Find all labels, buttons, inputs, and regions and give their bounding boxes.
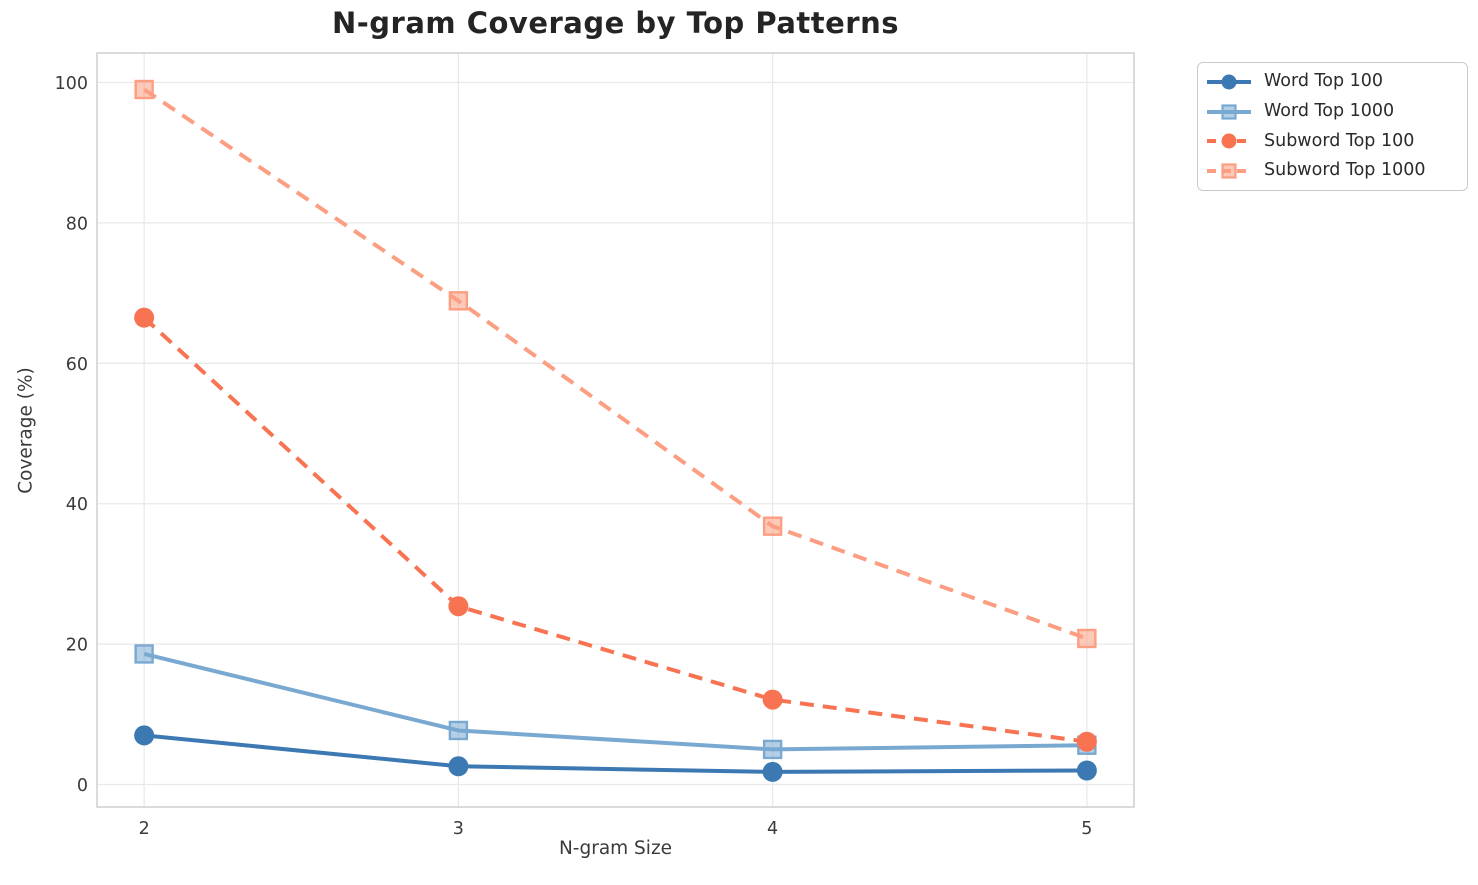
legend-item-subword-top-1000: Subword Top 1000	[1205, 156, 1457, 186]
legend-sample-word-top-1000	[1207, 104, 1251, 120]
y-tick-label: 0	[77, 776, 88, 796]
series-line-word-top-1000	[143, 652, 1087, 752]
legend-item-subword-top-100: Subword Top 100	[1205, 127, 1457, 157]
series-line-subword-top-1000	[143, 87, 1088, 641]
x-tick-label: 4	[767, 819, 778, 839]
y-tick-label: 40	[66, 495, 88, 515]
x-tick-label: 5	[1081, 819, 1092, 839]
series-subword-top-1000-marker-square	[1077, 628, 1097, 649]
legend-marker-circle	[1221, 74, 1237, 90]
x-tick-label: 3	[453, 819, 464, 839]
legend-label: Subword Top 100	[1264, 130, 1415, 151]
legend-marker-square	[1221, 104, 1237, 120]
series-subword-top-1000-marker-square	[134, 79, 154, 100]
series-subword-top-100-marker-circle	[134, 307, 155, 328]
legend-item-word-top-100: Word Top 100	[1205, 67, 1457, 97]
series-subword-top-1000-marker-square	[762, 516, 783, 536]
legend-label: Word Top 100	[1264, 71, 1384, 92]
x-axis-label: N-gram Size	[558, 838, 673, 859]
legend-label: Word Top 1000	[1264, 100, 1395, 121]
legend-sample-subword-top-100	[1207, 133, 1251, 149]
legend: Word Top 100 Word Top 1000 Subword Top 100…	[1197, 62, 1468, 191]
series-subword-top-100-marker-circle	[448, 596, 469, 617]
series-subword-top-1000-marker-square	[448, 291, 469, 311]
series-line-subword-top-100	[142, 316, 1088, 744]
legend-marker-square	[1221, 163, 1237, 179]
y-tick-label: 80	[66, 214, 88, 234]
series-word-top-100-marker-circle	[1076, 760, 1097, 781]
series-subword-top-100-marker-circle	[1076, 731, 1097, 752]
y-tick-label: 60	[66, 355, 88, 375]
series-word-top-100-marker-circle	[134, 725, 155, 746]
y-tick-label: 100	[55, 74, 88, 94]
chart-title: N-gram Coverage by Top Patterns	[331, 6, 900, 40]
y-axis-label: Coverage (%)	[15, 367, 37, 494]
series-line-word-top-100	[143, 733, 1087, 774]
series-subword-top-100-marker-circle	[762, 689, 783, 710]
series-word-top-100-marker-circle	[448, 756, 469, 777]
series-word-top-1000-marker-square	[762, 739, 783, 760]
legend-sample-word-top-100	[1207, 74, 1251, 90]
x-tick-label: 2	[139, 819, 150, 839]
axes-spines	[96, 52, 1135, 808]
y-tick-label: 20	[66, 636, 88, 656]
legend-sample-subword-top-1000	[1207, 163, 1251, 179]
series-word-top-1000-marker-square	[448, 720, 469, 741]
series-word-top-100-marker-circle	[762, 761, 783, 782]
legend-marker-circle	[1221, 133, 1237, 149]
series-word-top-1000-marker-square	[134, 644, 154, 664]
legend-label: Subword Top 1000	[1264, 160, 1426, 181]
legend-item-word-top-1000: Word Top 1000	[1205, 97, 1457, 127]
